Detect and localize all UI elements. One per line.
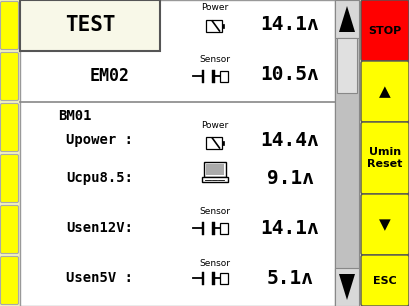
- Bar: [206, 137, 222, 149]
- Bar: [20, 0, 160, 51]
- FancyBboxPatch shape: [0, 155, 18, 203]
- FancyBboxPatch shape: [0, 2, 18, 50]
- Bar: [222, 24, 225, 28]
- Text: Umin
Reset: Umin Reset: [367, 147, 403, 169]
- Text: Sensor: Sensor: [200, 207, 231, 217]
- Text: Power: Power: [201, 3, 229, 13]
- Text: Upower :: Upower :: [67, 133, 133, 147]
- FancyBboxPatch shape: [0, 256, 18, 304]
- Text: ▼: ▼: [379, 217, 391, 232]
- Bar: [220, 70, 227, 81]
- Bar: [202, 177, 228, 181]
- Text: ▲: ▲: [379, 84, 391, 99]
- Bar: [202, 222, 204, 234]
- Bar: [335, 0, 359, 306]
- Text: EM02: EM02: [90, 67, 130, 85]
- FancyBboxPatch shape: [0, 53, 18, 100]
- Bar: [220, 273, 227, 283]
- Bar: [212, 69, 214, 83]
- FancyBboxPatch shape: [361, 0, 409, 61]
- Text: 14.4ʌ: 14.4ʌ: [261, 130, 319, 150]
- Bar: [202, 271, 204, 285]
- Bar: [212, 222, 214, 234]
- Bar: [220, 222, 227, 233]
- FancyBboxPatch shape: [361, 122, 409, 194]
- Text: Sensor: Sensor: [200, 54, 231, 64]
- FancyBboxPatch shape: [361, 194, 409, 255]
- Text: Usen12V:: Usen12V:: [67, 221, 133, 235]
- Text: Usen5V :: Usen5V :: [67, 271, 133, 285]
- Bar: [335, 0, 359, 38]
- Bar: [337, 38, 357, 93]
- Text: Sensor: Sensor: [200, 259, 231, 267]
- FancyBboxPatch shape: [361, 255, 409, 306]
- Bar: [222, 141, 225, 145]
- Bar: [20, 0, 335, 306]
- Text: STOP: STOP: [369, 25, 402, 35]
- Bar: [0, 0, 20, 306]
- Bar: [212, 271, 214, 285]
- Polygon shape: [339, 6, 355, 32]
- Bar: [335, 268, 359, 306]
- Bar: [206, 20, 222, 32]
- Text: 14.1ʌ: 14.1ʌ: [261, 218, 319, 237]
- Polygon shape: [339, 274, 355, 300]
- Text: BM01: BM01: [58, 109, 92, 123]
- Text: Ucpu8.5:: Ucpu8.5:: [67, 171, 133, 185]
- Text: TEST: TEST: [65, 15, 115, 35]
- FancyBboxPatch shape: [361, 61, 409, 122]
- Bar: [204, 162, 226, 177]
- Bar: [202, 69, 204, 83]
- FancyBboxPatch shape: [0, 206, 18, 253]
- Text: ESC: ESC: [373, 275, 397, 285]
- Text: Power: Power: [201, 121, 229, 130]
- Bar: [206, 163, 224, 174]
- Text: 5.1ʌ: 5.1ʌ: [267, 268, 314, 288]
- FancyBboxPatch shape: [0, 103, 18, 151]
- Text: 14.1ʌ: 14.1ʌ: [261, 16, 319, 35]
- Text: 10.5ʌ: 10.5ʌ: [261, 65, 319, 84]
- Text: 9.1ʌ: 9.1ʌ: [267, 169, 314, 188]
